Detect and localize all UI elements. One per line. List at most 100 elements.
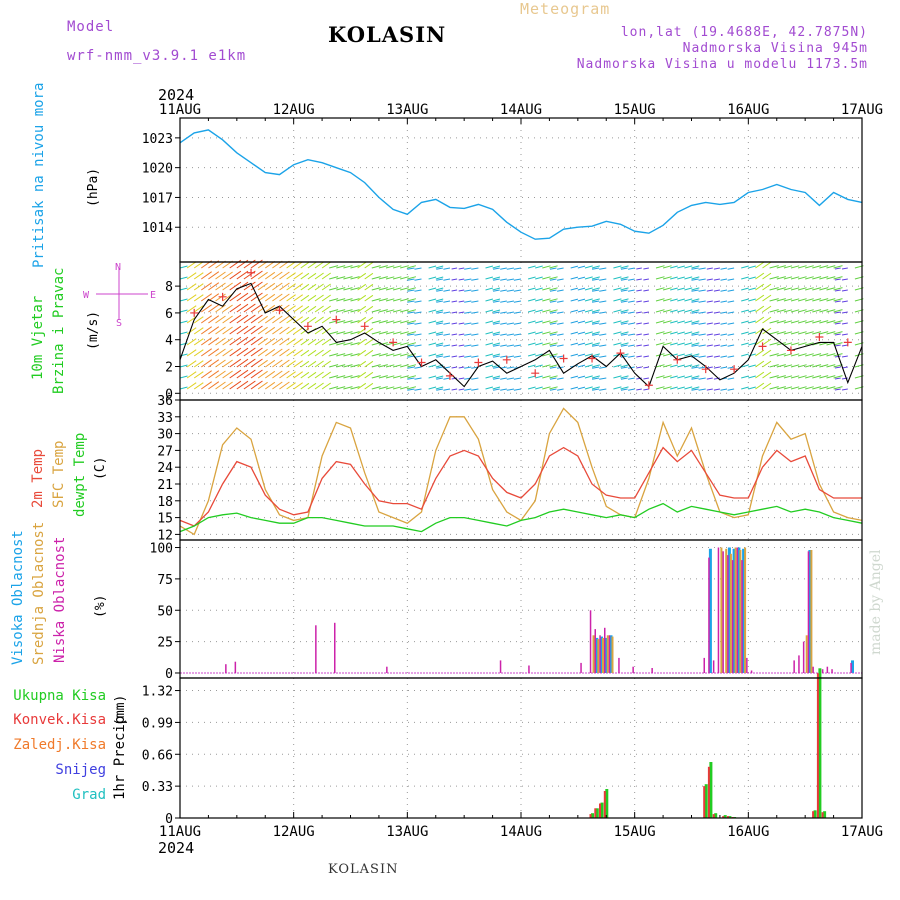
wind-gust-point <box>559 354 568 363</box>
wind-arrow <box>643 278 649 281</box>
wind-arrow <box>307 316 317 324</box>
wind-gust-point <box>843 338 852 347</box>
wind-arrow <box>179 276 188 280</box>
wind-arrow <box>833 342 843 346</box>
wind-arrow <box>400 309 409 313</box>
wind-arrow <box>364 360 374 368</box>
wind-arrow <box>834 377 841 380</box>
wind-arrow <box>542 265 551 269</box>
wind-arrow <box>720 311 728 314</box>
wind-arrow <box>229 303 242 313</box>
wind-arrow <box>193 294 204 302</box>
wind-arrow <box>549 311 557 314</box>
wind-arrow <box>272 326 283 335</box>
y-tick-label: 4 <box>165 334 173 349</box>
wind-arrow <box>392 265 402 269</box>
wind-arrow <box>570 287 579 291</box>
wind-arrow <box>286 316 296 324</box>
y-tick-label: 15 <box>157 512 173 527</box>
wind-arrow <box>636 267 642 270</box>
high-cloud-bar <box>727 547 731 673</box>
wind-arrow <box>392 353 402 357</box>
wind-arrow <box>599 300 607 303</box>
wind-arrow <box>208 370 220 379</box>
wind-arrow <box>443 333 451 336</box>
wind-arrow <box>371 320 381 324</box>
wind-arrow <box>655 375 665 379</box>
wind-arrow <box>776 331 786 335</box>
wind-arrow <box>557 333 564 336</box>
wind-arrow <box>591 342 600 346</box>
wind-arrow <box>265 304 276 313</box>
wind-arrow <box>293 338 303 346</box>
wind-arrow <box>636 344 642 347</box>
y-tick-label: 50 <box>157 604 173 619</box>
wind-axis-title-line2: Brzina i Pravac <box>51 268 67 394</box>
wind-arrow <box>272 359 283 368</box>
wind-arrow <box>392 320 402 324</box>
wind-arrow <box>826 331 836 335</box>
wind-arrow <box>549 353 558 357</box>
wind-arrow <box>691 331 700 335</box>
wind-arrow <box>797 320 807 324</box>
wind-arrow <box>628 322 635 325</box>
wind-arrow <box>329 364 339 368</box>
wind-arrow <box>841 322 848 325</box>
wind-arrow <box>834 300 841 303</box>
wind-arrow <box>549 366 557 369</box>
wind-arrow <box>698 267 706 270</box>
wind-arrow <box>186 371 197 379</box>
wind-arrow <box>364 294 374 302</box>
wind-arrow <box>208 326 220 335</box>
wind-arrow <box>720 300 728 303</box>
wind-arrow <box>343 386 353 390</box>
wind-arrow <box>265 348 276 357</box>
mid-cloud-bar <box>606 635 609 673</box>
wind-arrow <box>378 353 388 357</box>
wind-arrow <box>493 377 500 380</box>
wind-arrow <box>833 276 843 280</box>
compass-north-label: N <box>115 262 121 273</box>
wind-arrow <box>443 267 451 270</box>
wind-arrow <box>208 381 220 390</box>
wind-gust-point <box>701 365 710 374</box>
wind-arrow <box>400 364 409 368</box>
wind-arrow <box>577 364 586 368</box>
wind-arrow <box>841 289 848 292</box>
wind-arrow <box>819 298 829 302</box>
wind-arrow <box>272 315 283 324</box>
wind-arrow <box>493 278 500 281</box>
wind-arrow <box>628 311 635 314</box>
total-precip-bar <box>823 811 827 818</box>
wind-arrow <box>485 353 494 357</box>
wind-gust-point <box>360 322 369 331</box>
wind-arrow <box>407 300 415 303</box>
wind-arrow <box>670 287 678 291</box>
wind-arrow <box>549 331 558 335</box>
sfc-temp-line <box>179 407 863 536</box>
wind-arrow <box>698 322 706 325</box>
wind-arrow <box>243 380 256 390</box>
wind-arrow <box>577 265 586 269</box>
wind-arrow <box>783 386 793 390</box>
wind-arrow <box>797 342 807 346</box>
low-cloud-bar <box>731 560 734 673</box>
wind-arrow <box>485 364 494 368</box>
wind-gust-point <box>758 342 767 351</box>
wind-arrow <box>343 353 353 357</box>
low-cloud-bar <box>594 629 596 673</box>
wind-arrow <box>620 377 628 380</box>
wind-arrow <box>570 375 579 379</box>
wind-arrow <box>542 287 551 291</box>
total-precip-bar <box>813 810 817 818</box>
precip-legend-entry: Snijeg <box>55 762 106 778</box>
wind-arrow <box>819 331 829 335</box>
low-cloud-bar <box>750 670 753 673</box>
x-tick-label-top: 14AUG <box>500 102 542 118</box>
wind-arrow <box>464 311 472 314</box>
wind-arrow <box>826 298 836 302</box>
wind-arrow <box>834 366 841 369</box>
wind-arrow <box>592 333 600 336</box>
wind-gust-point <box>389 338 398 347</box>
